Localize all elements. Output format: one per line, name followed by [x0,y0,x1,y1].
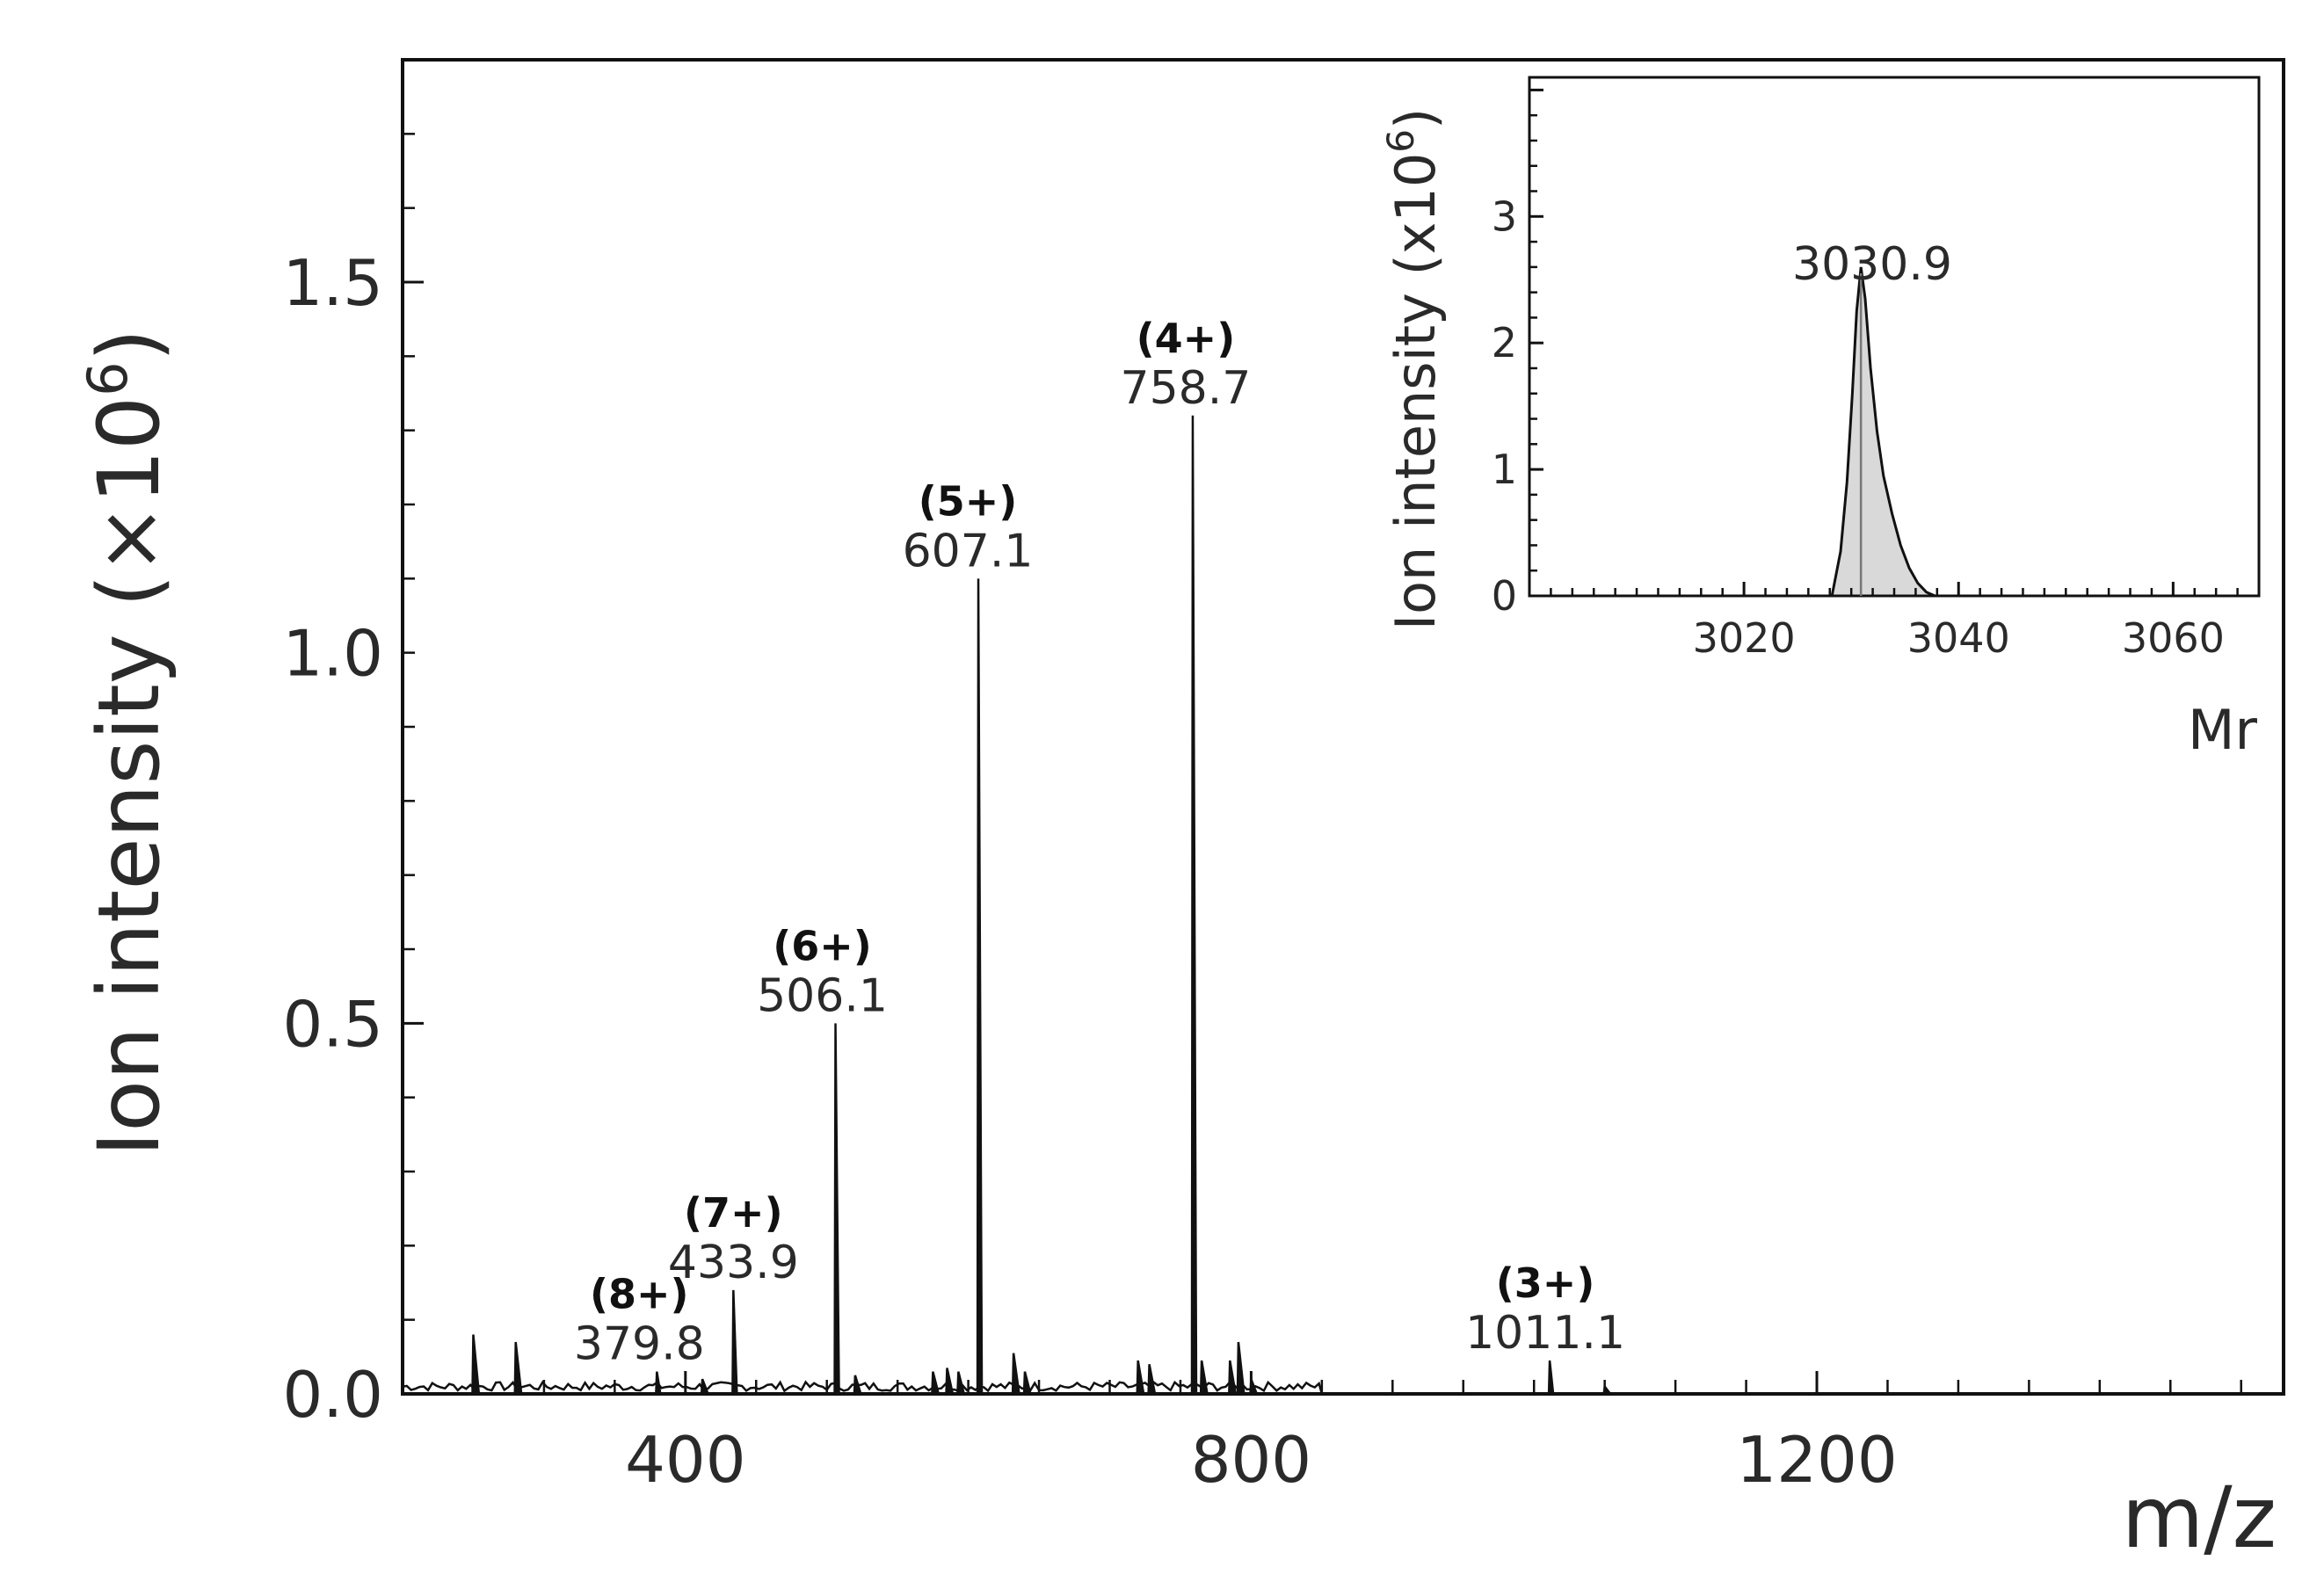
inset-peak-area [1830,266,1936,598]
x-tick-label: 1200 [1736,1423,1897,1497]
peak-charge-label: (6+) [773,922,872,969]
inset-peak-label: 3030.9 [1792,238,1952,291]
minor-peak [1236,1341,1246,1396]
peak-charge-label: (4+) [1137,315,1236,362]
y-axis-title-suffix: ) [80,329,178,361]
inset-y-tick-label: 1 [1492,446,1517,493]
peak-charge-label: (8+) [590,1271,689,1318]
labeled-peak [1547,1360,1555,1396]
peak-labels: 379.8(8+)433.9(7+) 506.1(6+) 607.1(5+) 758.… [574,315,1625,1371]
labeled-peak [833,1023,840,1396]
minor-peak [853,1375,863,1396]
minor-peak [1228,1360,1238,1396]
inset-y-axis-title: Ion intensity (x106) [1379,108,1448,630]
y-tick-label: 0.5 [282,987,383,1061]
labeled-peak [655,1371,662,1396]
inset-y-axis: 0 1 2 3 [1492,88,1543,620]
y-axis-title-main: Ion intensity (×10 [80,396,178,1157]
peak-mz-label: 607.1 [903,525,1034,577]
minor-peak [1011,1353,1020,1396]
minor-peak [513,1341,523,1396]
y-tick-label: 1.5 [282,246,383,320]
inset-area-series [1830,266,1936,598]
inset-plot-frame [1528,76,2261,598]
y-axis-title-exponent: 6 [76,361,140,395]
spectrum-peaks [401,415,2284,1396]
y-tick-label: 1.0 [282,617,383,691]
baseline-noise [401,1380,2284,1396]
labeled-peak [731,1289,738,1396]
inset-x-tick-label: 3060 [2122,614,2225,662]
peak-mz-label: 433.9 [668,1237,799,1289]
inset-x-tick-label: 3020 [1693,614,1796,662]
peak-mz-label: 379.8 [574,1318,705,1371]
inset-x-axis: 3020 3040 3060 [1550,582,2261,662]
inset-y-tick-label: 0 [1492,572,1517,620]
minor-peak [471,1334,481,1396]
minor-peak [700,1378,710,1396]
minor-peak [931,1371,940,1396]
x-tick-label: 800 [1191,1423,1311,1497]
labeled-peak [1190,415,1198,1396]
minor-peak [1136,1360,1145,1396]
peak-mz-label: 1011.1 [1465,1307,1625,1360]
minor-peak [956,1371,966,1396]
inset-x-tick-label: 3040 [1907,614,2010,662]
inset-y-axis-title-exponent: 6 [1379,129,1422,153]
peak-mz-label: 506.1 [757,969,888,1022]
inset-chart: 0 1 2 3 3020 3040 3060 3030.9 Mr Ion intensit… [1379,76,2261,762]
peak-charge-label: (5+) [919,477,1018,525]
minor-peak [945,1368,955,1396]
peak-charge-label: (7+) [684,1189,783,1237]
peak-mz-label: 758.7 [1121,362,1252,415]
inset-y-tick-label: 3 [1492,192,1517,240]
minor-peak [1147,1364,1157,1396]
inset-x-axis-title: Mr [2188,698,2257,762]
main-x-axis: 400 800 1200 [472,1371,2242,1497]
minor-peak [1602,1383,1613,1396]
peak-charge-label: (3+) [1496,1259,1595,1307]
main-y-axis: 0.0 0.5 1.0 1.5 [282,58,424,1432]
minor-peak [1022,1371,1033,1396]
inset-y-axis-title-main: Ion intensity (x10 [1384,153,1448,631]
minor-peak [1199,1360,1209,1396]
x-axis-title: m/z [2122,1469,2277,1567]
minor-peak [1249,1378,1259,1396]
x-tick-label: 400 [625,1423,745,1497]
labeled-peak [976,578,984,1396]
inset-y-tick-label: 2 [1492,319,1517,366]
y-axis-title: Ion intensity (×106) [76,329,178,1157]
inset-y-axis-title-suffix: ) [1384,108,1448,129]
y-tick-label: 0.0 [282,1358,383,1432]
